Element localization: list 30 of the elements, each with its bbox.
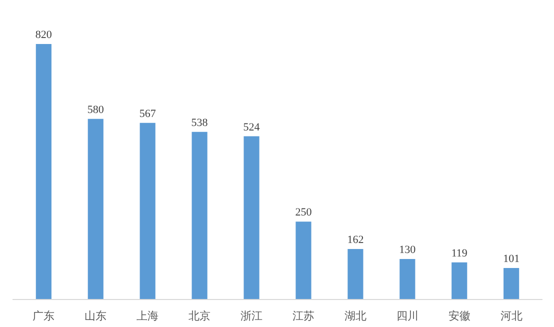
data-label: 524 xyxy=(243,121,260,134)
data-label: 162 xyxy=(347,234,364,246)
x-tick-label: 山东 xyxy=(84,310,107,322)
x-tick-label: 四川 xyxy=(396,310,418,322)
bar xyxy=(140,122,156,300)
data-label: 130 xyxy=(399,244,416,256)
bar xyxy=(348,249,364,300)
data-label: 119 xyxy=(451,247,468,260)
x-tick-label: 上海 xyxy=(136,310,159,322)
data-label: 567 xyxy=(139,108,156,120)
data-label: 820 xyxy=(35,29,52,42)
data-label: 538 xyxy=(191,116,208,129)
data-label: 580 xyxy=(87,104,104,116)
bar xyxy=(504,268,520,300)
bar xyxy=(400,259,416,300)
bar xyxy=(192,132,208,300)
data-label: 250 xyxy=(295,206,312,219)
x-tick-label: 北京 xyxy=(188,310,211,322)
x-tick-label: 江苏 xyxy=(292,310,314,322)
bar xyxy=(36,44,52,300)
bar xyxy=(88,118,104,300)
x-tick-label: 安徽 xyxy=(448,310,470,322)
x-tick-label: 河北 xyxy=(500,310,522,322)
x-tick-label: 浙江 xyxy=(240,310,263,322)
x-tick-label: 广东 xyxy=(32,310,55,322)
bar xyxy=(296,222,312,300)
data-label: 101 xyxy=(503,253,520,266)
bar xyxy=(244,136,260,300)
x-tick-label: 湖北 xyxy=(344,310,366,322)
bar xyxy=(452,262,468,300)
